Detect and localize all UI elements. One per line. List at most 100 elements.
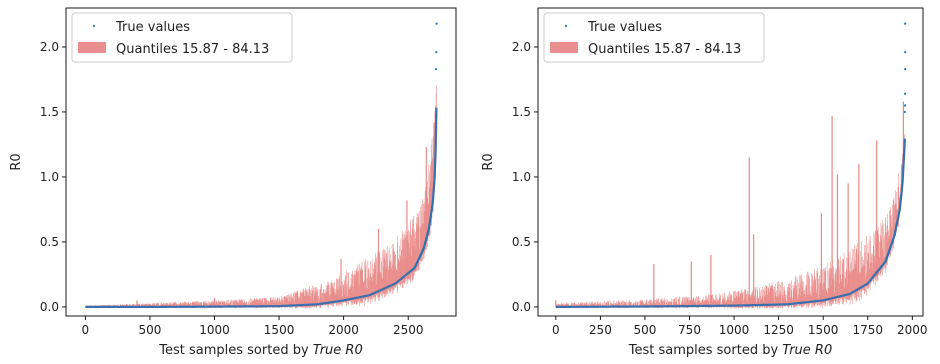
- true-values-curve: [84, 107, 438, 308]
- x-tick-label: 0: [552, 323, 560, 337]
- true-value-point: [893, 232, 896, 235]
- quantile-band: [555, 133, 906, 309]
- true-value-point: [428, 227, 430, 229]
- legend-box: [71, 12, 293, 63]
- true-value-point: [428, 223, 431, 226]
- x-tick-label: 1500: [808, 323, 839, 337]
- true-value-point: [435, 115, 438, 118]
- x-tick-label: 0: [82, 323, 90, 337]
- true-value-point: [433, 176, 436, 178]
- true-value-point: [898, 212, 901, 214]
- true-value-point: [430, 213, 432, 216]
- legend-label: Quantiles 15.87 - 84.13: [588, 42, 741, 57]
- true-value-point: [903, 104, 907, 107]
- true-value-point: [888, 248, 891, 250]
- true-value-point: [431, 206, 434, 209]
- legend-label: True values: [587, 20, 662, 35]
- y-tick-label: 1.0: [512, 170, 531, 184]
- x-tick-label: 1750: [852, 323, 883, 337]
- true-value-point: [886, 256, 888, 259]
- x-tick-label: 1000: [719, 323, 750, 337]
- true-value-point: [901, 187, 903, 190]
- x-tick-label: 1000: [199, 323, 230, 337]
- y-tick-label: 1.5: [512, 105, 531, 119]
- x-tick-label: 2000: [328, 323, 359, 337]
- true-value-point: [423, 245, 426, 247]
- y-tick-label: 2.0: [512, 40, 531, 54]
- true-value-point: [432, 189, 435, 192]
- true-value-point: [895, 225, 898, 228]
- true-value-point: [427, 231, 429, 234]
- true-value-point: [431, 202, 434, 205]
- true-value-point: [423, 243, 426, 245]
- true-value-point: [886, 254, 889, 257]
- true-value-point: [884, 260, 887, 263]
- true-value-point: [903, 110, 906, 114]
- x-tick-label: 2500: [393, 323, 424, 337]
- true-value-point: [426, 235, 428, 238]
- true-value-point: [893, 235, 896, 238]
- legend-marker-true-values: [92, 24, 96, 28]
- true-value-point: [890, 243, 893, 246]
- true-value-point: [426, 233, 429, 236]
- true-value-point: [887, 252, 890, 255]
- true-value-point: [435, 51, 438, 54]
- true-value-point: [434, 143, 437, 146]
- chart-panel-2: 0 250 500 750 1000 1250 1500 1750 2000 0.0 0.5 1.0 1…: [481, 7, 928, 358]
- true-value-point: [425, 237, 428, 240]
- true-value-point: [427, 229, 430, 232]
- plot-area: [84, 22, 438, 309]
- true-value-point: [433, 182, 436, 185]
- x-tick-label: 500: [633, 323, 656, 337]
- true-value-point: [900, 194, 903, 197]
- true-value-point: [422, 247, 425, 249]
- true-value-point: [904, 22, 907, 25]
- y-tick-label: 1.0: [40, 170, 59, 184]
- chart-panel-1: 0 500 1000 1500 2000 2500 0.0 0.5 1.0 1.5 2.0 Test …: [9, 7, 457, 358]
- y-tick-label: 1.5: [40, 105, 59, 119]
- x-tick-label: 1250: [763, 323, 794, 337]
- plot-area: [555, 22, 907, 309]
- true-value-point: [432, 196, 435, 199]
- true-value-point: [885, 258, 888, 261]
- x-tick-label: 750: [678, 323, 701, 337]
- true-value-point: [894, 229, 897, 232]
- y-tick-label: 0.5: [40, 235, 59, 249]
- true-value-point: [424, 241, 427, 243]
- true-value-point: [902, 166, 905, 169]
- x-tick-label: 2000: [897, 323, 928, 337]
- y-tick-label: 0.0: [512, 300, 531, 314]
- true-value-point: [889, 245, 892, 248]
- true-value-point: [891, 239, 894, 242]
- true-value-point: [904, 67, 907, 71]
- legend-label: True values: [115, 20, 190, 35]
- true-value-point: [896, 222, 898, 225]
- y-axis-label: R0: [481, 153, 496, 170]
- true-value-point: [903, 153, 906, 156]
- x-tick-label: 1500: [264, 323, 295, 337]
- true-value-point: [430, 209, 433, 212]
- true-value-point: [434, 161, 437, 163]
- true-value-point: [888, 250, 891, 252]
- axes-frame: [537, 7, 924, 317]
- legend-box: [543, 12, 765, 63]
- y-axis-label: R0: [9, 153, 24, 170]
- true-value-point: [892, 237, 895, 240]
- x-tick-label: 500: [138, 323, 161, 337]
- true-value-point: [429, 216, 432, 219]
- true-value-point: [435, 22, 438, 25]
- y-tick-label: 0.5: [512, 235, 531, 249]
- x-axis-label: Test samples sorted by True R0: [628, 343, 832, 358]
- x-axis-label: Test samples sorted by True R0: [158, 343, 362, 358]
- true-values-curve: [555, 139, 906, 308]
- true-value-point: [429, 220, 431, 223]
- true-value-point: [904, 51, 907, 54]
- y-tick-label: 0.0: [40, 300, 59, 314]
- true-value-point: [897, 215, 900, 218]
- legend-swatch-quantiles: [78, 42, 106, 53]
- y-tick-label: 2.0: [40, 40, 59, 54]
- true-value-point: [903, 92, 907, 95]
- x-tick-label: 250: [589, 323, 612, 337]
- true-value-point: [425, 239, 427, 242]
